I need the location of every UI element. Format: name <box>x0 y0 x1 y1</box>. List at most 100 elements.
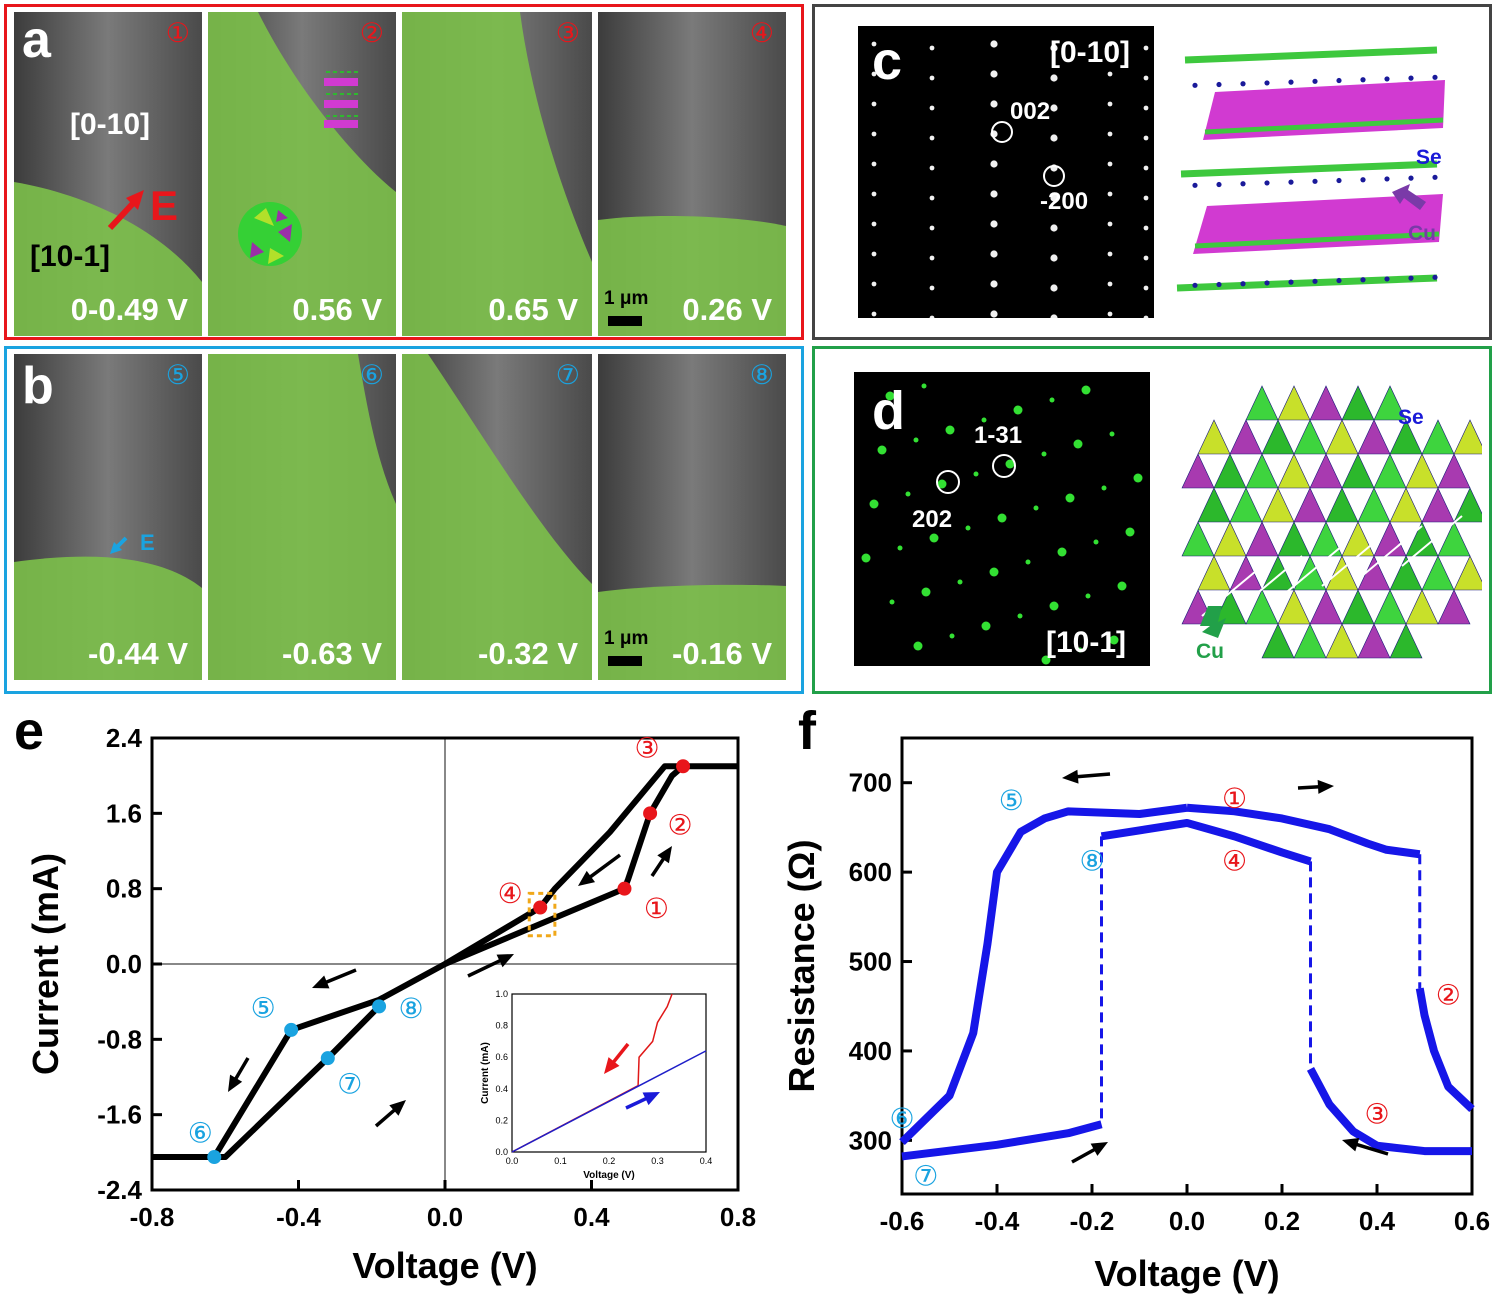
tem-image-a4 <box>598 12 786 336</box>
inset-arrow-red <box>604 1042 630 1074</box>
point-label: ⑤ <box>999 785 1024 816</box>
se-atom <box>1288 79 1294 85</box>
diffraction-spots-c <box>871 40 1149 318</box>
octahedron <box>1341 589 1375 625</box>
diffraction-spot <box>1077 647 1083 653</box>
chart-f: -0.6 -0.4 -0.2 0.0 0.2 0.4 0.6 700 600 500 400 300 V… <box>781 736 1490 1294</box>
atom-label-cu-c: Cu <box>1408 222 1436 245</box>
diffraction-spot <box>990 190 998 198</box>
inset-curve-2 <box>511 1050 707 1153</box>
arrow-shaft <box>1351 1141 1389 1156</box>
field-label: E <box>140 530 155 555</box>
zone-axis-d: [10-1] <box>1046 626 1127 659</box>
diffraction-spot <box>1025 559 1031 565</box>
tem-frame-b3: ⑦ -0.32 V <box>402 354 592 680</box>
panel-label-d: d <box>872 381 905 441</box>
diffraction-spot <box>997 513 1007 523</box>
spot-label-200: -200 <box>1040 188 1089 215</box>
frame-number: ⑥ <box>359 360 384 390</box>
se-atom <box>1384 76 1390 82</box>
octahedron <box>1277 589 1311 625</box>
octahedron <box>1309 521 1343 557</box>
x-tick-label: 0.0 <box>427 1202 463 1232</box>
diffraction-spot <box>1050 104 1058 112</box>
se-atom <box>1216 81 1222 88</box>
diffraction-spot <box>871 101 877 107</box>
frame-number: ④ <box>749 18 774 48</box>
frame-number: ① <box>165 18 190 48</box>
octahedron <box>1341 521 1375 557</box>
diffraction-spot <box>929 533 939 543</box>
direction-arrow <box>228 1057 250 1092</box>
diffraction-spot <box>1143 75 1149 81</box>
diffraction-spot <box>990 310 998 318</box>
saed-pattern-c: c [0-10] 002 -200 <box>858 26 1154 318</box>
diffraction-spot <box>871 311 877 317</box>
octahedron <box>1213 589 1247 625</box>
tem-image-a1 <box>14 12 202 336</box>
atom-label-cu-d: Cu <box>1196 640 1224 663</box>
data-point <box>207 1150 222 1165</box>
inset-frame <box>511 993 707 1153</box>
diffraction-spot <box>1125 527 1135 537</box>
inset-arrow-blue <box>625 1092 660 1110</box>
chart-e: -0.8 -0.4 0.0 0.4 0.8 2.4 1.6 0.8 0.0 -0.8 -1.6 -2.… <box>25 723 756 1286</box>
diffraction-spot <box>871 71 877 77</box>
se-atom <box>1240 181 1246 187</box>
octahedron <box>1373 521 1407 557</box>
lattice-line <box>1241 555 1303 607</box>
panel-a-frame <box>4 4 804 340</box>
se-layer <box>1180 160 1438 178</box>
octahedron <box>1437 453 1471 489</box>
point-label: ⑥ <box>889 1103 914 1134</box>
diffraction-spot <box>1107 161 1113 167</box>
diffraction-spot <box>905 491 911 497</box>
octahedron <box>1421 487 1455 523</box>
octahedron <box>1405 589 1439 625</box>
octahedron <box>1245 385 1279 421</box>
se-atom <box>1264 180 1270 186</box>
se-atom <box>1408 175 1414 181</box>
se-atom <box>1384 176 1390 182</box>
point-label: ⑧ <box>399 993 424 1024</box>
octahedron <box>1325 623 1359 659</box>
arrow-shaft <box>320 968 357 986</box>
spot-label-202: 202 <box>912 506 953 533</box>
inset-y-tick-label: 0.0 <box>495 1147 508 1157</box>
panel-label-b: b <box>22 357 54 415</box>
frame-number: ③ <box>555 18 580 48</box>
octahedron <box>1325 487 1359 523</box>
se-atom <box>1312 278 1318 284</box>
lattice-line <box>1321 535 1383 587</box>
y-tick-label: 300 <box>849 1125 892 1155</box>
se-atom <box>1432 74 1438 80</box>
diffraction-spot <box>1005 459 1015 469</box>
octahedron <box>1261 623 1295 659</box>
diffraction-spot <box>921 383 927 389</box>
x-tick-label: 0.4 <box>1359 1206 1396 1236</box>
inset-y-tick-label: 0.4 <box>495 1084 508 1094</box>
octahedron <box>1245 521 1279 557</box>
diffraction-spot <box>929 195 935 201</box>
frame-number: ⑤ <box>165 360 190 390</box>
y-tick-label: 2.4 <box>106 723 143 753</box>
octahedron <box>1453 419 1482 455</box>
diffraction-spot <box>885 391 895 401</box>
resistance-curve-1 <box>1186 803 1421 859</box>
y-tick-label: 0.8 <box>106 874 142 904</box>
diffraction-spot <box>929 135 935 141</box>
diffraction-spot <box>989 567 999 577</box>
inset-x-tick-label: 0.4 <box>700 1156 713 1166</box>
diffraction-spot <box>1073 439 1083 449</box>
se-atom <box>1360 177 1366 183</box>
diffraction-spot <box>1143 165 1149 171</box>
se-atom <box>1192 82 1198 88</box>
iv-curve-1 <box>443 763 738 967</box>
hexagonal-structure-icon <box>238 202 302 266</box>
diffraction-spot <box>1041 451 1047 457</box>
panel-b-frame <box>4 346 804 694</box>
arrow-head <box>496 954 514 968</box>
se-atom <box>1336 177 1342 184</box>
x-tick-label: 0.8 <box>720 1202 756 1232</box>
diffraction-spot <box>929 75 935 81</box>
